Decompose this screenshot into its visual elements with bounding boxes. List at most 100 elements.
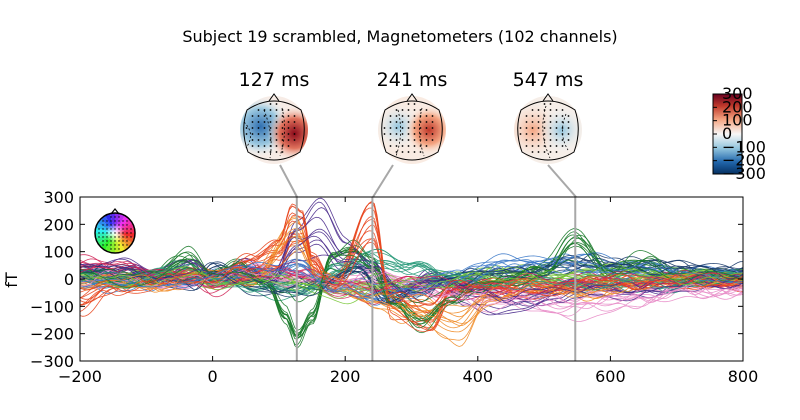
sensor-dot <box>275 133 278 135</box>
inset-sensor-dot <box>110 224 112 226</box>
inset-sensor-dot <box>130 232 132 234</box>
sensor-dot <box>389 121 392 123</box>
colorbar-tick-label: −300 <box>722 164 766 183</box>
channel-trace <box>80 259 743 304</box>
y-tick-label: 300 <box>43 188 74 207</box>
inset-sensor-dot <box>106 236 108 238</box>
sensor-dot <box>555 121 558 123</box>
y-axis: −300 −200 −100 0 100 200 300 <box>30 188 743 371</box>
sensor-dot <box>269 127 272 129</box>
sensor-dot <box>275 103 278 105</box>
sensor-dot <box>413 121 416 123</box>
channel-trace <box>80 228 743 349</box>
inset-sensor-dot <box>102 244 104 246</box>
channel-trace <box>80 231 743 306</box>
inset-sensor-dot <box>118 216 120 218</box>
sensor-dot <box>257 145 260 147</box>
sensor-dot <box>263 139 266 141</box>
sensor-dot <box>567 115 570 117</box>
sensor-dot <box>389 115 392 117</box>
sensor-dot <box>543 139 546 141</box>
sensor-dot <box>251 145 254 147</box>
sensor-dot <box>257 151 260 153</box>
sensor-dot <box>401 115 404 117</box>
inset-sensor-dot <box>118 228 120 230</box>
sensor-dot <box>395 145 398 147</box>
channel-trace <box>80 262 743 296</box>
y-tick-label: 200 <box>43 215 74 234</box>
sensor-dot <box>257 115 260 117</box>
sensor-dot <box>425 133 428 135</box>
sensor-dot <box>525 139 528 141</box>
inset-sensor-dots <box>98 216 132 250</box>
sensor-dot <box>407 133 410 135</box>
sensor-dot <box>251 127 254 129</box>
sensor-dot <box>531 115 534 117</box>
sensor-dot <box>531 109 534 111</box>
sensor-dot <box>549 151 552 153</box>
sensor-dot <box>269 133 272 135</box>
sensor-dot <box>263 121 266 123</box>
y-tick-label: −100 <box>30 297 74 316</box>
sensor-dots <box>245 103 296 153</box>
sensor-dot <box>401 133 404 135</box>
inset-sensor-dot <box>102 240 104 242</box>
inset-sensor-dot <box>114 228 116 230</box>
x-axis: −200 0 200 400 600 800 <box>58 197 758 386</box>
inset-sensor-dot <box>110 220 112 222</box>
sensor-dot <box>567 139 570 141</box>
sensor-dot <box>263 145 266 147</box>
sensor-dot <box>293 127 296 129</box>
inset-sensor-dot <box>110 232 112 234</box>
inset-sensor-dot <box>122 220 124 222</box>
sensor-dot <box>419 127 422 129</box>
sensor-dot <box>245 133 248 135</box>
inset-sensor-dot <box>114 240 116 242</box>
sensor-dot <box>401 151 404 153</box>
sensor-dot <box>281 121 284 123</box>
sensor-dot <box>269 121 272 123</box>
sensor-dot <box>531 151 534 153</box>
sensor-dot <box>555 115 558 117</box>
sensor-dot <box>401 109 404 111</box>
inset-sensor-dot <box>98 228 100 230</box>
inset-sensor-dot <box>102 236 104 238</box>
sensor-dot <box>413 133 416 135</box>
inset-sensor-dot <box>102 220 104 222</box>
channel-trace <box>80 255 743 299</box>
sensor-dot <box>395 121 398 123</box>
sensor-dot <box>549 109 552 111</box>
sensor-dot <box>281 151 284 153</box>
sensor-dot <box>275 109 278 111</box>
sensor-dot <box>413 139 416 141</box>
topomap-label-127: 127 ms <box>238 69 310 91</box>
sensor-dot <box>407 151 410 153</box>
inset-sensor-dot <box>102 232 104 234</box>
sensor-dot <box>287 145 290 147</box>
channel-trace <box>80 242 743 336</box>
sensor-dot <box>425 127 428 129</box>
sensor-dots <box>383 103 434 153</box>
sensor-dot <box>407 103 410 105</box>
inset-sensor-dot <box>114 244 116 246</box>
sensor-dot <box>431 133 434 135</box>
sensor-dot <box>531 139 534 141</box>
channel-trace <box>80 262 743 298</box>
inset-sensor-dot <box>110 236 112 238</box>
x-tick-label: −200 <box>58 367 102 386</box>
sensor-dot <box>413 109 416 111</box>
sensor-dot <box>525 133 528 135</box>
sensor-dot <box>555 151 558 153</box>
sensor-dot <box>395 115 398 117</box>
sensor-dot <box>519 127 522 129</box>
sensor-dot <box>413 151 416 153</box>
sensor-dot <box>281 145 284 147</box>
topomap-connectors <box>279 164 577 198</box>
colorbar-tick-label: 0 <box>722 124 732 143</box>
x-tick-label: 400 <box>463 367 494 386</box>
sensor-dot <box>549 133 552 135</box>
sensor-dot <box>537 109 540 111</box>
sensor-dot <box>413 115 416 117</box>
channel-trace <box>80 235 743 304</box>
